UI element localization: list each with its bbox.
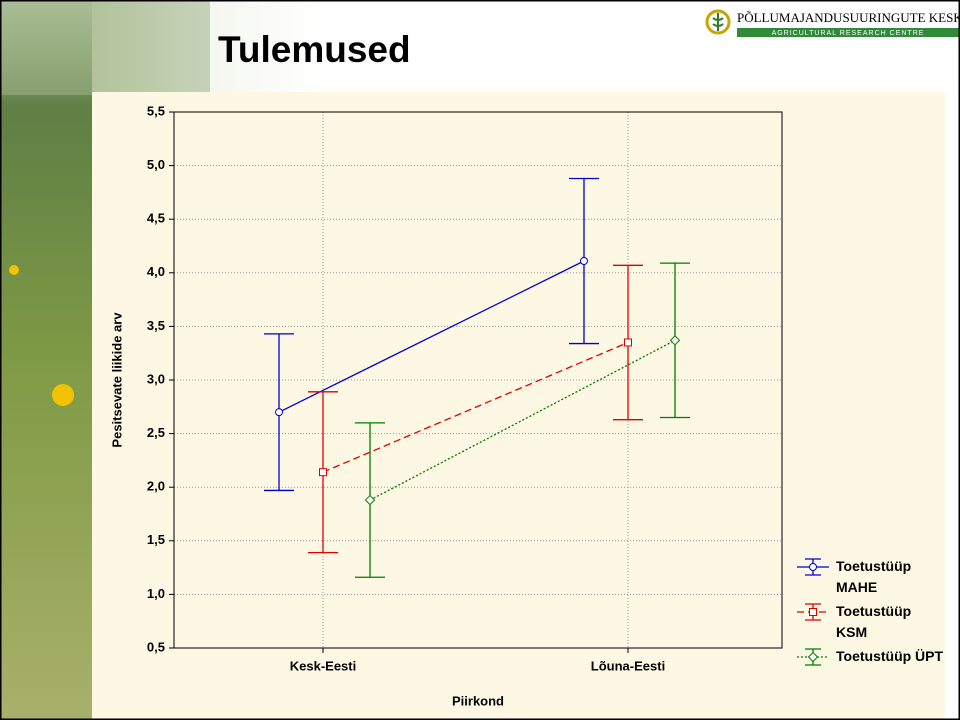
marker: [809, 563, 817, 571]
marker: [809, 608, 817, 616]
logo-name: PÕLLUMAJANDUSUURINGUTE KESKUS: [737, 10, 960, 25]
legend-entry: Toetustüüp MAHE: [796, 556, 946, 598]
y-tick-label: 0,5: [147, 639, 165, 654]
y-tick-label: 5,0: [147, 157, 165, 172]
y-tick-label: 3,5: [147, 318, 165, 333]
y-tick-label: 3,0: [147, 371, 165, 386]
legend: Toetustüüp MAHE Toetustüüp KSM Toetustüüp …: [796, 556, 946, 670]
y-tick-label: 1,0: [147, 586, 165, 601]
marker: [669, 335, 681, 346]
marker: [624, 338, 632, 347]
series-line: [322, 341, 629, 473]
marker: [319, 468, 327, 477]
photo-top: [0, 0, 210, 95]
y-tick-label: 2,0: [147, 479, 165, 494]
plot-frame: [173, 111, 783, 649]
marker: [364, 494, 376, 506]
logo-subtitle: AGRICULTURAL RESEARCH CENTRE: [772, 30, 925, 37]
marker: [580, 257, 588, 266]
photo-strip: [0, 0, 92, 720]
legend-label: Toetustüüp KSM: [836, 603, 912, 640]
legend-label: Toetustüüp ÜPT: [836, 648, 944, 664]
series-line: [369, 339, 676, 501]
y-tick-label: 4,0: [147, 264, 165, 279]
x-axis-label: Piirkond: [452, 693, 504, 708]
slide-title: Tulemused: [218, 29, 411, 70]
flower: [9, 265, 19, 275]
legend-icon: [797, 603, 829, 621]
legend-entry: Toetustüüp KSM: [796, 601, 946, 643]
chart-panel: [92, 92, 945, 720]
legend-label: Toetustüüp MAHE: [836, 558, 912, 595]
logo-icon: [712, 13, 724, 31]
y-tick-label: 2,5: [147, 425, 165, 440]
x-tick-label: Kesk-Eesti: [290, 658, 356, 673]
series-line: [278, 260, 585, 413]
legend-icon: [797, 558, 829, 576]
legend-icon: [797, 648, 829, 666]
y-tick-label: 4,5: [147, 211, 165, 226]
flower: [52, 384, 74, 406]
marker: [275, 408, 283, 417]
legend-entry: Toetustüüp ÜPT: [796, 646, 946, 667]
x-tick-label: Lõuna-Eesti: [591, 658, 665, 673]
marker: [807, 651, 819, 663]
y-tick-label: 1,5: [147, 532, 165, 547]
y-tick-label: 5,5: [147, 103, 165, 118]
logo-bar: [737, 28, 960, 37]
y-axis-label: Pesitsevate liikide arv: [109, 312, 124, 448]
